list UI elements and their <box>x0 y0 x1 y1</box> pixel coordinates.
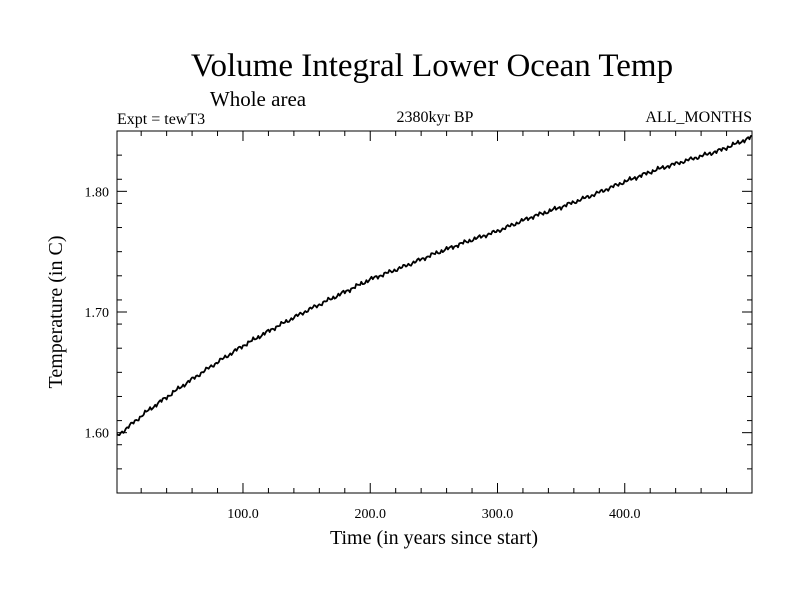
y-axis-label: Temperature (in C) <box>45 236 67 389</box>
x-tick-label: 400.0 <box>609 507 641 522</box>
x-axis-label: Time (in years since start) <box>330 527 538 549</box>
period-label: 2380kyr BP <box>397 109 474 126</box>
series-line-tewT3 <box>116 134 753 437</box>
chart-subtitle: Whole area <box>210 87 307 111</box>
plot-frame <box>116 130 753 494</box>
y-tick-label: 1.60 <box>85 427 110 442</box>
major-ticks <box>117 131 752 493</box>
season-label: ALL_MONTHS <box>645 109 752 126</box>
tick-labels: 100.0 200.0 300.0 400.0 1.60 1.70 1.80 <box>85 185 641 522</box>
x-tick-label: 100.0 <box>227 507 259 522</box>
x-tick-label: 300.0 <box>482 507 514 522</box>
x-tick-label: 200.0 <box>354 507 386 522</box>
y-tick-label: 1.80 <box>85 185 110 200</box>
minor-ticks <box>117 130 752 494</box>
experiment-label: Expt = tewT3 <box>117 111 205 128</box>
chart-title: Volume Integral Lower Ocean Temp <box>191 48 673 84</box>
y-tick-label: 1.70 <box>85 306 110 321</box>
